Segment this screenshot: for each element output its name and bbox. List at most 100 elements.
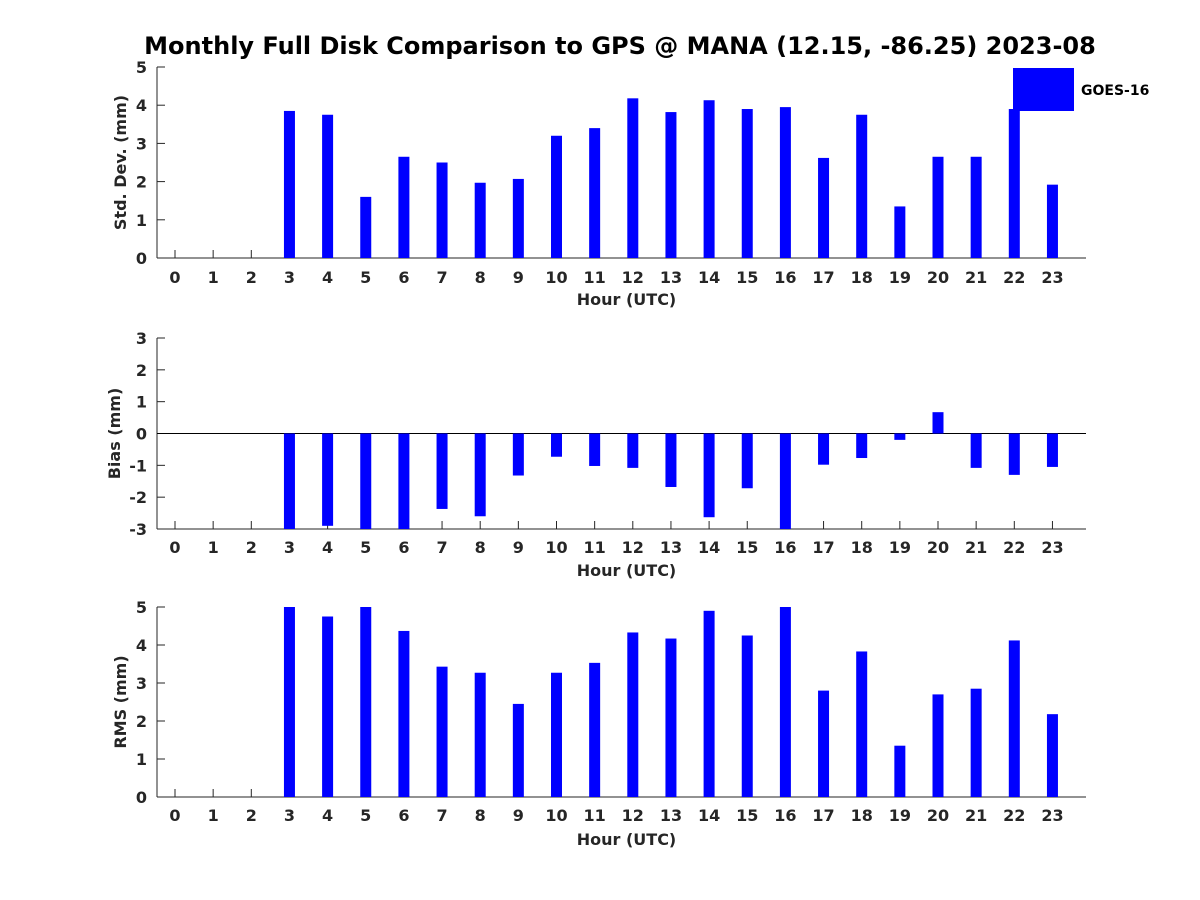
x-tick-label: 15 xyxy=(736,268,758,287)
y-tick-label: 0 xyxy=(136,249,147,268)
x-tick-label: 1 xyxy=(208,806,219,825)
bar-hour-21 xyxy=(970,156,982,258)
y-tick-label: 3 xyxy=(136,329,147,348)
x-tick-label: 1 xyxy=(208,538,219,557)
bar-hour-23 xyxy=(1046,184,1058,258)
x-tick-label: 5 xyxy=(360,268,371,287)
x-tick-label: 10 xyxy=(545,268,567,287)
x-tick-label: 22 xyxy=(1003,268,1025,287)
x-tick-label: 12 xyxy=(622,538,644,557)
x-tick-label: 2 xyxy=(246,538,257,557)
x-tick-label: 8 xyxy=(475,268,486,287)
bar-hour-13 xyxy=(665,433,677,487)
x-tick-label: 19 xyxy=(889,268,911,287)
x-tick-label: 4 xyxy=(322,268,333,287)
bar-hour-13 xyxy=(665,112,677,259)
x-tick-label: 0 xyxy=(169,806,180,825)
x-axis-label: Hour (UTC) xyxy=(577,290,677,309)
bar-hour-21 xyxy=(970,433,982,468)
bar-hour-22 xyxy=(1008,109,1020,259)
y-tick-label: 0 xyxy=(136,425,147,444)
y-tick-label: 0 xyxy=(136,788,147,807)
x-tick-label: 17 xyxy=(812,806,834,825)
bar-hour-15 xyxy=(741,433,753,489)
x-tick-label: 12 xyxy=(622,806,644,825)
x-tick-label: 15 xyxy=(736,538,758,557)
x-tick-label: 21 xyxy=(965,806,987,825)
x-tick-label: 21 xyxy=(965,538,987,557)
x-tick-label: 20 xyxy=(927,538,949,557)
x-tick-label: 16 xyxy=(774,538,796,557)
bar-hour-16 xyxy=(779,433,791,529)
x-tick-label: 7 xyxy=(436,268,447,287)
bar-hour-15 xyxy=(741,635,753,797)
bar-hour-9 xyxy=(512,178,524,258)
bar-hour-10 xyxy=(551,672,562,797)
bar-hour-17 xyxy=(818,157,830,258)
bar-hour-17 xyxy=(818,433,830,465)
bar-hour-18 xyxy=(856,651,868,797)
legend: GOES-16 xyxy=(1013,68,1149,111)
x-tick-label: 0 xyxy=(169,268,180,287)
bars xyxy=(283,98,1058,259)
x-tick-label: 8 xyxy=(475,806,486,825)
y-tick-label: -3 xyxy=(129,520,147,539)
x-tick-label: 3 xyxy=(284,806,295,825)
y-tick-label: 3 xyxy=(136,134,147,153)
x-tick-label: 3 xyxy=(284,538,295,557)
y-tick-label: 1 xyxy=(136,393,147,412)
x-tick-label: 18 xyxy=(851,538,873,557)
x-ticks: 0 1 2 3 4 5 6 7 8 9 10 11 12 13 14 15 16 17 18 19 20 21 22 23 xyxy=(169,521,1064,557)
bars xyxy=(283,607,1058,797)
y-tick-label: -1 xyxy=(129,456,147,475)
bar-hour-19 xyxy=(894,206,906,258)
y-tick-label: 2 xyxy=(136,712,147,731)
x-tick-label: 18 xyxy=(851,806,873,825)
bar-hour-4 xyxy=(322,616,334,797)
x-tick-label: 7 xyxy=(436,806,447,825)
bar-hour-7 xyxy=(436,433,448,509)
bar-hour-23 xyxy=(1046,714,1058,797)
y-axis-label: Std. Dev. (mm) xyxy=(111,95,130,230)
x-tick-label: 18 xyxy=(851,268,873,287)
x-tick-label: 14 xyxy=(698,538,720,557)
x-tick-label: 2 xyxy=(246,268,257,287)
y-tick-label: 1 xyxy=(136,750,147,769)
bar-hour-7 xyxy=(436,162,448,258)
bar-hour-10 xyxy=(551,135,562,258)
y-tick-label: 1 xyxy=(136,211,147,230)
y-axis-label: RMS (mm) xyxy=(111,655,130,748)
x-tick-label: 17 xyxy=(812,538,834,557)
bar-hour-18 xyxy=(856,433,868,459)
x-tick-label: 22 xyxy=(1003,538,1025,557)
x-tick-label: 11 xyxy=(584,806,606,825)
x-tick-label: 11 xyxy=(584,538,606,557)
x-tick-label: 23 xyxy=(1041,268,1063,287)
bar-hour-12 xyxy=(627,433,639,468)
bar-hour-18 xyxy=(856,114,868,258)
x-axis-label: Hour (UTC) xyxy=(577,561,677,580)
bar-hour-13 xyxy=(665,638,677,797)
bar-hour-6 xyxy=(398,156,410,258)
y-ticks: 0 1 2 3 4 5 xyxy=(136,598,165,807)
x-tick-label: 8 xyxy=(475,538,486,557)
x-tick-label: 19 xyxy=(889,806,911,825)
bar-hour-10 xyxy=(551,433,562,457)
x-tick-label: 6 xyxy=(398,268,409,287)
bar-hour-14 xyxy=(703,610,715,797)
bar-hour-19 xyxy=(894,745,906,797)
x-axis-label: Hour (UTC) xyxy=(577,830,677,849)
x-tick-label: 13 xyxy=(660,268,682,287)
bar-hour-20 xyxy=(932,694,944,797)
legend-swatch-goes16 xyxy=(1013,68,1074,111)
y-tick-label: 5 xyxy=(136,58,147,77)
x-tick-label: 13 xyxy=(660,806,682,825)
bar-hour-3 xyxy=(283,110,295,259)
x-tick-label: 10 xyxy=(545,538,567,557)
x-tick-label: 20 xyxy=(927,806,949,825)
x-tick-label: 16 xyxy=(774,268,796,287)
